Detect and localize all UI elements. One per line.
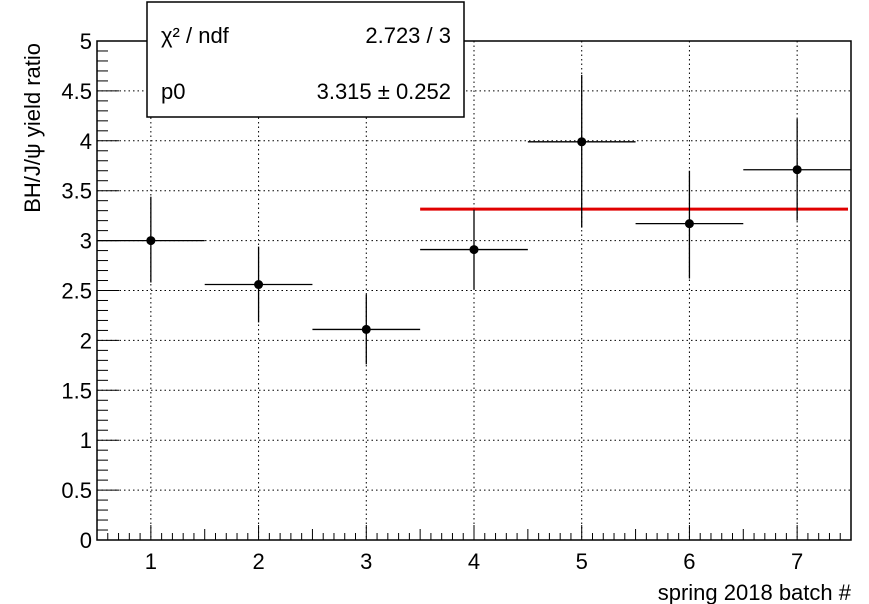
y-tick-label: 1 xyxy=(80,428,92,453)
data-point-group xyxy=(635,170,744,279)
stats-p0-value: 3.315 ± 0.252 xyxy=(317,79,451,104)
y-tick-label: 4.5 xyxy=(61,79,92,104)
y-tick-label: 2.5 xyxy=(61,279,92,304)
y-axis-title: BH/J/ψ yield ratio xyxy=(20,43,45,213)
data-point-group xyxy=(204,246,313,323)
data-point xyxy=(577,137,587,147)
axis-ticks xyxy=(96,40,852,541)
x-tick-label: 7 xyxy=(791,549,803,574)
data-point-group xyxy=(420,209,528,290)
y-tick-label: 1.5 xyxy=(61,378,92,403)
tick-labels: 1 2 3 4 5 6 7 0 0.5 1 1.5 2 2.5 3 3.5 4 4.5 5 xyxy=(61,29,803,574)
data-point xyxy=(146,236,156,246)
stats-box-frame xyxy=(146,1,465,118)
data-point-group xyxy=(743,118,851,221)
x-tick-label: 3 xyxy=(360,549,372,574)
data-point-group xyxy=(527,74,636,228)
x-tick-label: 1 xyxy=(145,549,157,574)
x-tick-label: 2 xyxy=(252,549,264,574)
data-point xyxy=(684,219,694,229)
x-tick-label: 6 xyxy=(683,549,695,574)
stats-chi2-label: χ² / ndf xyxy=(161,23,230,48)
data-point xyxy=(792,165,802,175)
stats-p0-label: p0 xyxy=(161,79,185,104)
x-tick-label: 5 xyxy=(576,549,588,574)
stats-chi2-value: 2.723 / 3 xyxy=(365,23,451,48)
y-tick-label: 2 xyxy=(80,328,92,353)
y-tick-label: 4 xyxy=(80,129,92,154)
data-points xyxy=(97,74,851,365)
y-tick-label: 3.5 xyxy=(61,179,92,204)
y-tick-label: 0 xyxy=(80,528,92,553)
data-point-group xyxy=(312,294,421,365)
data-point-group xyxy=(97,196,205,283)
data-point xyxy=(254,280,264,290)
x-axis-title: spring 2018 batch # xyxy=(658,580,852,604)
x-tick-label: 4 xyxy=(468,549,480,574)
y-tick-label: 0.5 xyxy=(61,478,92,503)
y-tick-label: 3 xyxy=(80,229,92,254)
y-tick-label: 5 xyxy=(80,29,92,54)
data-point xyxy=(361,324,371,334)
data-point xyxy=(469,245,479,255)
plot-frame xyxy=(96,40,852,541)
stats-box: χ² / ndf 2.723 / 3 p0 3.315 ± 0.252 xyxy=(146,1,465,118)
